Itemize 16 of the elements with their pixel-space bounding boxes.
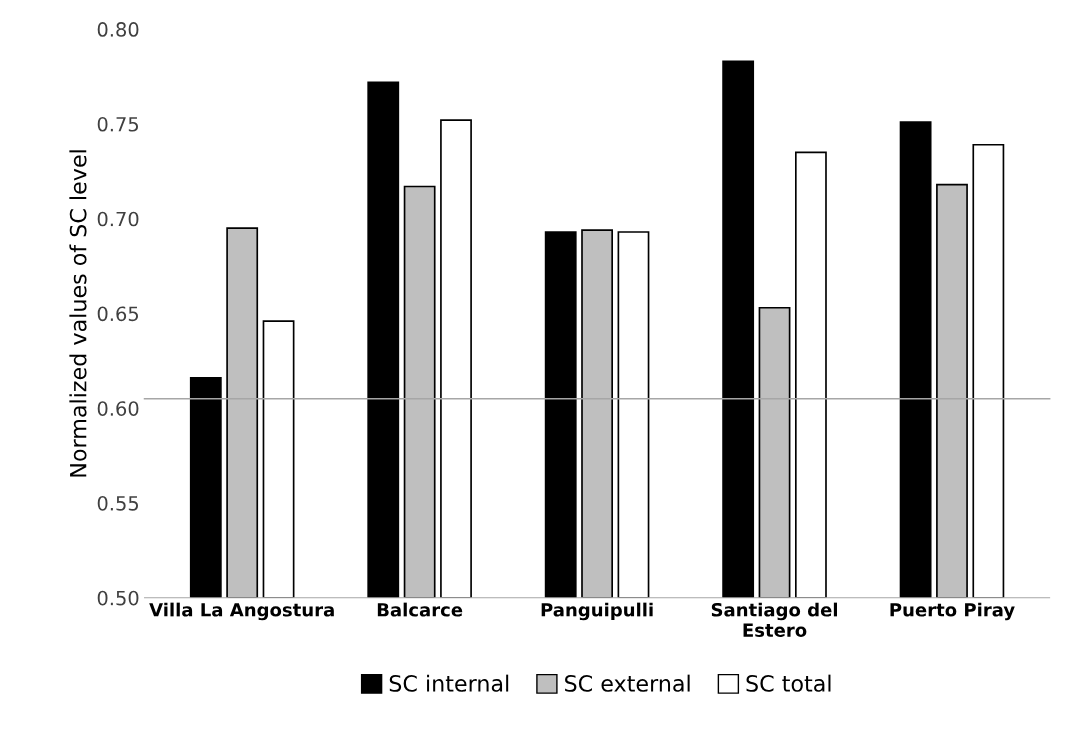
x-tick-label: Villa La Angostura bbox=[149, 602, 334, 621]
legend-label: SC external bbox=[565, 674, 690, 692]
y-tick-label: 0.55 bbox=[97, 495, 139, 511]
legend-label: SC total bbox=[746, 674, 831, 692]
y-tick-label: 0.75 bbox=[97, 116, 139, 132]
y-tick-label: 0.50 bbox=[97, 590, 139, 606]
y-tick-label: 0.60 bbox=[97, 401, 139, 416]
y-tick-label: 0.70 bbox=[97, 211, 139, 227]
x-tick-label: Balcarce bbox=[377, 602, 463, 617]
x-tick-label: Panguipulli bbox=[541, 602, 653, 621]
y-tick-label: 0.65 bbox=[97, 306, 139, 322]
y-axis-title: Normalized values of SC level bbox=[69, 150, 87, 477]
x-tick-label: Santiago del Estero bbox=[711, 602, 838, 637]
x-tick-label: Puerto Piray bbox=[890, 602, 1015, 621]
y-tick-label: 0.80 bbox=[97, 22, 139, 37]
legend-label: SC internal bbox=[389, 674, 509, 692]
